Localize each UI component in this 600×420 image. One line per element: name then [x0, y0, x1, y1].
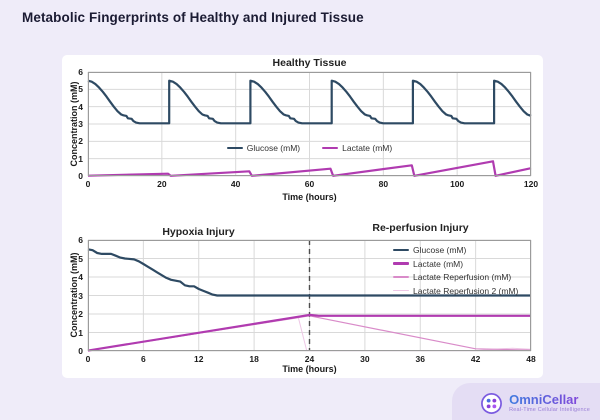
legend: Glucose (mM) Lactate (mM) Lactate Reperfus… [393, 245, 518, 296]
x-tick-label: 0 [85, 179, 91, 189]
legend-item: Glucose (mM) [226, 143, 301, 153]
y-tick-label: 5 [78, 253, 83, 264]
y-tick-label: 6 [78, 67, 83, 77]
legend-swatch [393, 276, 409, 278]
logo-tagline: Real-Time Cellular Intelligence [509, 407, 590, 414]
x-tick-label: 60 [304, 179, 315, 189]
logo: OmniCellar Real-Time Cellular Intelligen… [480, 392, 590, 415]
legend-item: Lactate (mM) [322, 143, 392, 153]
omnicellar-logo-icon [481, 393, 503, 414]
legend-swatch [226, 146, 243, 150]
legend-item: Lactate Reperfusion (mM) [393, 272, 511, 282]
series-line-glucose-mm [87, 248, 531, 297]
y-tick-label: 2 [78, 309, 83, 319]
x-tick-label: 0 [85, 354, 91, 364]
legend-label: Glucose (mM) [246, 143, 301, 153]
legend-swatch [393, 289, 409, 292]
logo-wordmark: OmniCellar [509, 393, 590, 406]
legend-label: Lactate (mM) [342, 143, 393, 153]
series-line-glucose-mm [87, 79, 532, 125]
legend-label: Lactate (mM) [413, 258, 464, 269]
x-tick-label: 120 [523, 179, 539, 189]
page-title: Metabolic Fingerprints of Healthy and In… [22, 10, 364, 25]
legend-swatch [393, 262, 409, 265]
y-tick-label: 3 [78, 119, 83, 129]
y-tick-label: 5 [78, 84, 83, 95]
legend-label: Lactate Reperfusion 2 (mM) [413, 285, 519, 296]
x-tick-label: 6 [141, 354, 146, 364]
y-tick-label: 1 [78, 153, 83, 164]
injury-chart: Hypoxia Injury Re-perfusion Injury Conce… [62, 55, 543, 378]
x-tick-label: 24 [304, 354, 315, 364]
x-tick-label: 80 [378, 179, 389, 189]
x-axis-label: Time (hours) [282, 192, 337, 202]
chart-card: Healthy Tissue Concentration (mM) Time (… [62, 55, 543, 378]
legend: Glucose (mM) Lactate (mM) [88, 143, 531, 153]
legend-label: Lactate Reperfusion (mM) [413, 272, 512, 282]
x-tick-label: 40 [230, 179, 241, 189]
y-tick-label: 1 [78, 327, 83, 338]
x-tick-label: 20 [157, 179, 167, 189]
chart-title-reperfusion: Re-perfusion Injury [372, 222, 469, 234]
legend-swatch [393, 248, 409, 252]
x-tick-label: 48 [526, 354, 536, 364]
legend-item: Lactate Reperfusion 2 (mM) [393, 286, 518, 296]
legend-item: Lactate (mM) [393, 259, 463, 269]
y-tick-label: 0 [78, 346, 83, 356]
x-tick-label: 12 [194, 354, 204, 364]
healthy-tissue-chart: Healthy Tissue Concentration (mM) Time (… [62, 55, 543, 378]
x-tick-label: 42 [470, 354, 481, 364]
legend-label: Glucose (mM) [413, 245, 467, 255]
x-tick-label: 30 [360, 354, 370, 364]
x-tick-label: 100 [450, 179, 465, 189]
logo-background-blob: OmniCellar Real-Time Cellular Intelligen… [452, 383, 600, 420]
plot-border [88, 240, 531, 351]
y-tick-label: 2 [78, 136, 83, 147]
legend-swatch [322, 146, 339, 150]
y-tick-label: 4 [78, 101, 83, 112]
y-tick-label: 4 [78, 272, 83, 282]
legend-item: Glucose (mM) [393, 245, 466, 255]
x-tick-label: 18 [249, 354, 259, 364]
series-line-lactate-mm [87, 313, 531, 352]
plot-border [88, 72, 531, 176]
x-tick-label: 36 [415, 354, 425, 364]
chart-title-hypoxia: Hypoxia Injury [162, 226, 235, 238]
y-tick-label: 6 [78, 235, 83, 245]
plot-area [87, 239, 532, 352]
y-tick-label: 3 [78, 290, 83, 301]
chart-title: Healthy Tissue [272, 57, 347, 69]
x-axis-label: Time (hours) [282, 364, 337, 374]
plot-area [87, 71, 532, 177]
y-tick-label: 0 [78, 171, 83, 181]
